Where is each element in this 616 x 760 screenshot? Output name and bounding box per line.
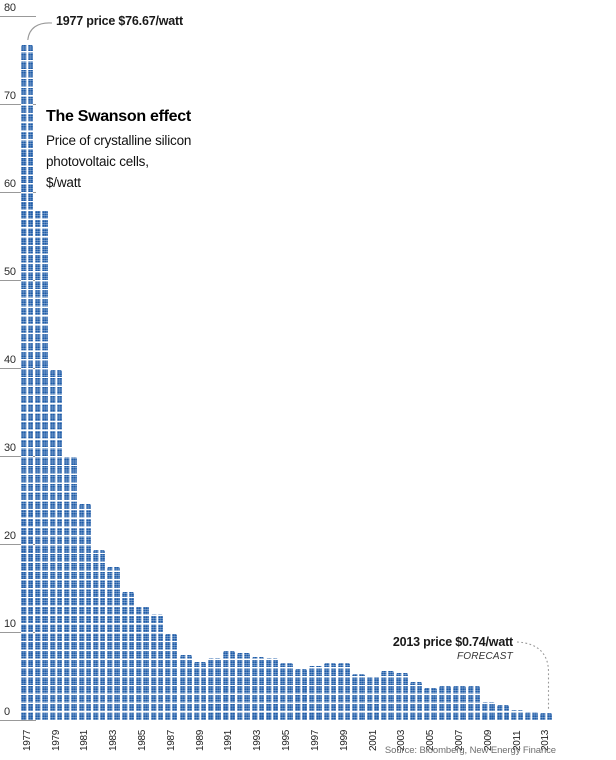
bar-1983 xyxy=(107,566,120,720)
annotation-forecast-label: FORECAST xyxy=(456,651,513,662)
xtick-label-2001: 2001 xyxy=(367,729,379,751)
annotation-2013-price-text: 2013 price $0.74/watt xyxy=(392,635,513,649)
xtick-label-1981: 1981 xyxy=(79,729,91,751)
ytick-line-20 xyxy=(0,544,36,545)
bar-2005 xyxy=(424,688,437,720)
bar-2008 xyxy=(467,685,481,720)
xtick-label-1977: 1977 xyxy=(21,729,33,751)
bar-1984 xyxy=(121,591,135,720)
bar-1982 xyxy=(93,550,106,720)
ytick-line-60 xyxy=(0,192,36,193)
ytick-label-40: 40 xyxy=(4,354,16,366)
bar-1990 xyxy=(208,657,221,720)
ytick-label-50: 50 xyxy=(4,266,16,278)
xtick-label-1995: 1995 xyxy=(281,729,293,751)
bar-2009 xyxy=(482,702,495,720)
bar-2010 xyxy=(496,705,509,720)
bar-1979 xyxy=(49,369,63,720)
bar-1988 xyxy=(179,654,192,720)
bar-2001 xyxy=(366,676,380,720)
xtick-label-1993: 1993 xyxy=(252,729,264,751)
bar-1991 xyxy=(222,651,236,720)
bar-1978 xyxy=(35,209,48,720)
xtick-label-1983: 1983 xyxy=(108,729,120,751)
ytick-label-80: 80 xyxy=(4,2,16,14)
bar-2000 xyxy=(352,674,365,720)
bar-1999 xyxy=(338,662,351,720)
ytick-label-30: 30 xyxy=(4,442,16,454)
bar-1996 xyxy=(294,668,308,720)
xtick-label-1985: 1985 xyxy=(136,729,148,751)
source-credit: Source: Bloomberg, New Energy Finance xyxy=(384,745,556,756)
bar-2013 xyxy=(539,713,553,720)
bar-1985 xyxy=(136,606,149,720)
ytick-label-10: 10 xyxy=(4,618,16,630)
ytick-line-0 xyxy=(0,720,36,721)
bar-1986 xyxy=(150,614,164,720)
bar-2007 xyxy=(453,685,466,720)
bar-2004 xyxy=(410,682,423,720)
bar-1992 xyxy=(237,653,250,720)
ytick-label-0: 0 xyxy=(4,706,10,718)
xtick-label-1989: 1989 xyxy=(194,729,206,751)
bar-2002 xyxy=(381,670,394,720)
chart-subtitle-line-2: photovoltaic cells, xyxy=(46,154,149,169)
bar-1977 xyxy=(21,45,34,720)
ytick-line-30 xyxy=(0,456,36,457)
ytick-line-10 xyxy=(0,632,36,633)
bar-1994 xyxy=(265,658,279,720)
bar-2012 xyxy=(525,712,538,720)
bar-1993 xyxy=(251,656,264,720)
xtick-label-1999: 1999 xyxy=(338,729,350,751)
bar-2011 xyxy=(510,710,524,720)
ytick-line-40 xyxy=(0,368,36,369)
ytick-label-60: 60 xyxy=(4,178,16,190)
xtick-label-1979: 1979 xyxy=(50,729,62,751)
ytick-line-70 xyxy=(0,104,36,105)
annotation-2013-price: 2013 price $0.74/watt FORECAST xyxy=(380,635,513,662)
bar-1995 xyxy=(280,662,293,720)
chart-title: The Swanson effect xyxy=(46,108,191,125)
ytick-line-50 xyxy=(0,280,36,281)
ytick-label-70: 70 xyxy=(4,90,16,102)
ytick-line-80 xyxy=(0,16,36,17)
bar-1998 xyxy=(323,662,336,720)
leader-line-2013 xyxy=(516,641,550,710)
leader-line-1977 xyxy=(27,22,53,41)
chart-subtitle-line-3: $/watt xyxy=(46,175,81,190)
bar-1997 xyxy=(309,666,322,720)
xtick-label-1991: 1991 xyxy=(223,729,235,751)
chart-title-block: The Swanson effect Price of crystalline … xyxy=(46,108,246,193)
bar-1987 xyxy=(165,633,178,720)
bar-1981 xyxy=(78,504,92,720)
chart-subtitle-line-1: Price of crystalline silicon xyxy=(46,133,192,148)
bar-2006 xyxy=(438,685,452,720)
bar-1980 xyxy=(64,456,77,720)
bar-1989 xyxy=(193,661,207,720)
ytick-label-20: 20 xyxy=(4,530,16,542)
xtick-label-1997: 1997 xyxy=(309,729,321,751)
xtick-label-1987: 1987 xyxy=(165,729,177,751)
annotation-1977-price: 1977 price $76.67/watt xyxy=(56,14,183,28)
bar-2003 xyxy=(395,673,409,720)
